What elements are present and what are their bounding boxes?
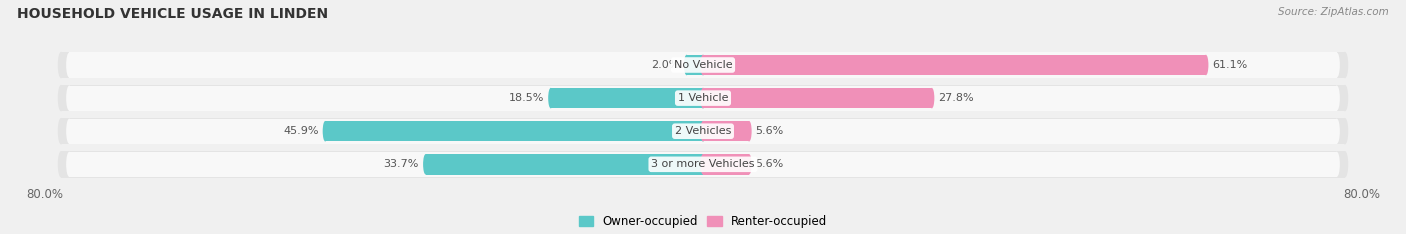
Circle shape	[66, 152, 72, 177]
Text: 18.5%: 18.5%	[509, 93, 544, 103]
Bar	[703, 121, 749, 142]
Circle shape	[1341, 118, 1348, 144]
Legend: Owner-occupied, Renter-occupied: Owner-occupied, Renter-occupied	[579, 215, 827, 228]
Circle shape	[58, 118, 65, 144]
Circle shape	[548, 88, 554, 108]
Circle shape	[1334, 86, 1340, 111]
Circle shape	[700, 154, 706, 175]
Bar	[426, 154, 703, 175]
Bar	[703, 154, 749, 175]
Circle shape	[1204, 55, 1208, 75]
Text: 2.0%: 2.0%	[651, 60, 681, 70]
Circle shape	[929, 88, 935, 108]
Circle shape	[1334, 152, 1340, 177]
Circle shape	[700, 121, 706, 142]
Circle shape	[747, 121, 752, 142]
Bar	[703, 88, 932, 108]
Circle shape	[323, 121, 328, 142]
Bar	[69, 86, 1337, 111]
Text: 1 Vehicle: 1 Vehicle	[678, 93, 728, 103]
Circle shape	[700, 55, 706, 75]
Text: No Vehicle: No Vehicle	[673, 60, 733, 70]
Circle shape	[700, 121, 706, 142]
Circle shape	[1334, 52, 1340, 78]
Circle shape	[58, 151, 65, 178]
Circle shape	[66, 86, 72, 111]
Circle shape	[700, 88, 706, 108]
Circle shape	[700, 88, 706, 108]
Circle shape	[1341, 52, 1348, 78]
Bar	[69, 52, 1337, 78]
Bar	[551, 88, 703, 108]
Circle shape	[423, 154, 429, 175]
Circle shape	[1334, 119, 1340, 144]
Circle shape	[683, 55, 689, 75]
Bar	[69, 119, 1337, 144]
Circle shape	[700, 154, 706, 175]
Circle shape	[1341, 85, 1348, 111]
Bar	[60, 118, 1346, 144]
Text: HOUSEHOLD VEHICLE USAGE IN LINDEN: HOUSEHOLD VEHICLE USAGE IN LINDEN	[17, 7, 328, 21]
Bar	[686, 55, 703, 75]
Circle shape	[66, 119, 72, 144]
Circle shape	[1341, 151, 1348, 178]
Text: 3 or more Vehicles: 3 or more Vehicles	[651, 159, 755, 169]
Text: 61.1%: 61.1%	[1212, 60, 1247, 70]
Text: Source: ZipAtlas.com: Source: ZipAtlas.com	[1278, 7, 1389, 17]
Text: 2 Vehicles: 2 Vehicles	[675, 126, 731, 136]
Circle shape	[700, 55, 706, 75]
Text: 5.6%: 5.6%	[755, 159, 785, 169]
Bar	[69, 152, 1337, 177]
Circle shape	[58, 52, 65, 78]
Text: 27.8%: 27.8%	[938, 93, 974, 103]
Circle shape	[66, 52, 72, 78]
Bar	[325, 121, 703, 142]
Bar	[60, 52, 1346, 78]
Text: 5.6%: 5.6%	[755, 126, 785, 136]
Bar	[703, 55, 1206, 75]
Text: 45.9%: 45.9%	[283, 126, 319, 136]
Text: 33.7%: 33.7%	[384, 159, 419, 169]
Bar	[60, 85, 1346, 111]
Circle shape	[58, 85, 65, 111]
Circle shape	[747, 154, 752, 175]
Bar	[60, 151, 1346, 178]
